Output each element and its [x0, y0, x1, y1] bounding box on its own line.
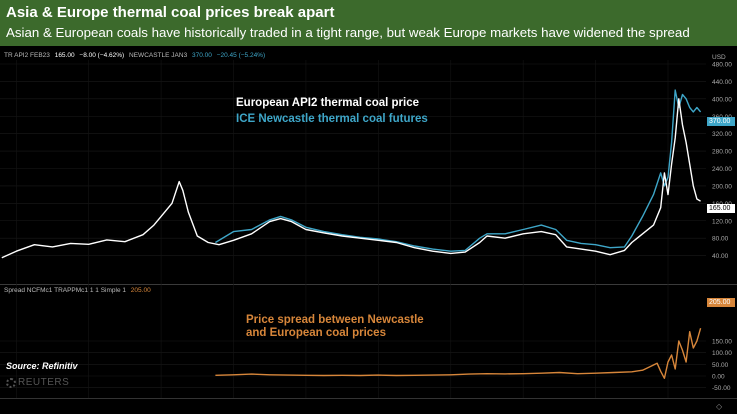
y-tick-label: 150.00 — [712, 339, 732, 346]
spread-annotation-line2: and European coal prices — [246, 327, 386, 339]
legend-nc-value: 370.00 — [192, 52, 212, 59]
legend-api2-change: −8.00 (−4.62%) — [79, 52, 125, 59]
chart-subtitle: Asian & European coals have historically… — [6, 25, 690, 40]
y-tick-label: 120.00 — [712, 218, 732, 225]
settings-icon[interactable]: ◇ — [716, 402, 723, 411]
newcastle-annotation: ICE Newcastle thermal coal futures — [236, 113, 428, 125]
legend-bottom: Spread NCFMc1 TRAPPMc1 1 1 Simple 1 205.… — [4, 287, 154, 294]
chart-title: Asia & Europe thermal coal prices break … — [6, 4, 335, 21]
chart-header: Asia & Europe thermal coal prices break … — [0, 0, 737, 46]
series-newcastle-line — [215, 89, 702, 252]
series-api2-line — [1, 98, 701, 259]
y-tick-label: 280.00 — [712, 149, 732, 156]
panel-divider — [0, 284, 737, 285]
source-note: Source: Refinitiv — [6, 361, 78, 371]
spread-annotation-line1: Price spread between Newcastle — [246, 314, 424, 326]
y-tick-label: 320.00 — [712, 131, 732, 138]
spread-price-tag: 205.00 — [707, 298, 735, 307]
legend-top: TR API2 FEB23 165.00 −8.00 (−4.62%) NEWC… — [4, 52, 268, 59]
y-tick-label: 50.00 — [712, 362, 729, 369]
legend-api2-value: 165.00 — [54, 52, 75, 59]
y-tick-label: 440.00 — [712, 79, 732, 86]
legend-nc-name: NEWCASTLE JAN3 — [129, 52, 188, 59]
legend-spread-name: Spread NCFMc1 TRAPPMc1 1 1 Simple 1 — [4, 287, 126, 294]
api2-price-tag: 165.00 — [707, 204, 735, 213]
x-axis — [0, 398, 737, 414]
legend-api2-name: TR API2 FEB23 — [4, 52, 50, 59]
newcastle-price-tag: 370.00 — [707, 117, 735, 126]
y-tick-label: 480.00 — [712, 62, 732, 69]
y-tick-label: 40.00 — [712, 253, 729, 260]
currency-label: USD — [712, 54, 726, 61]
legend-spread-value: 205.00 — [130, 287, 151, 294]
y-tick-label: 80.00 — [712, 236, 729, 243]
reuters-watermark: REUTERS — [18, 377, 70, 388]
y-tick-label: 0.00 — [712, 374, 725, 381]
price-panel — [0, 49, 737, 284]
y-tick-label: 400.00 — [712, 96, 732, 103]
y-tick-label: 100.00 — [712, 350, 732, 357]
series-spread-line — [215, 328, 702, 379]
spread-panel — [0, 285, 737, 398]
y-tick-label: 200.00 — [712, 183, 732, 190]
legend-nc-change: −20.45 (−5.24%) — [216, 52, 266, 59]
y-tick-label: -50.00 — [712, 385, 731, 392]
api2-annotation: European API2 thermal coal price — [236, 97, 419, 109]
y-tick-label: 240.00 — [712, 166, 732, 173]
reuters-logo-icon — [6, 378, 16, 388]
